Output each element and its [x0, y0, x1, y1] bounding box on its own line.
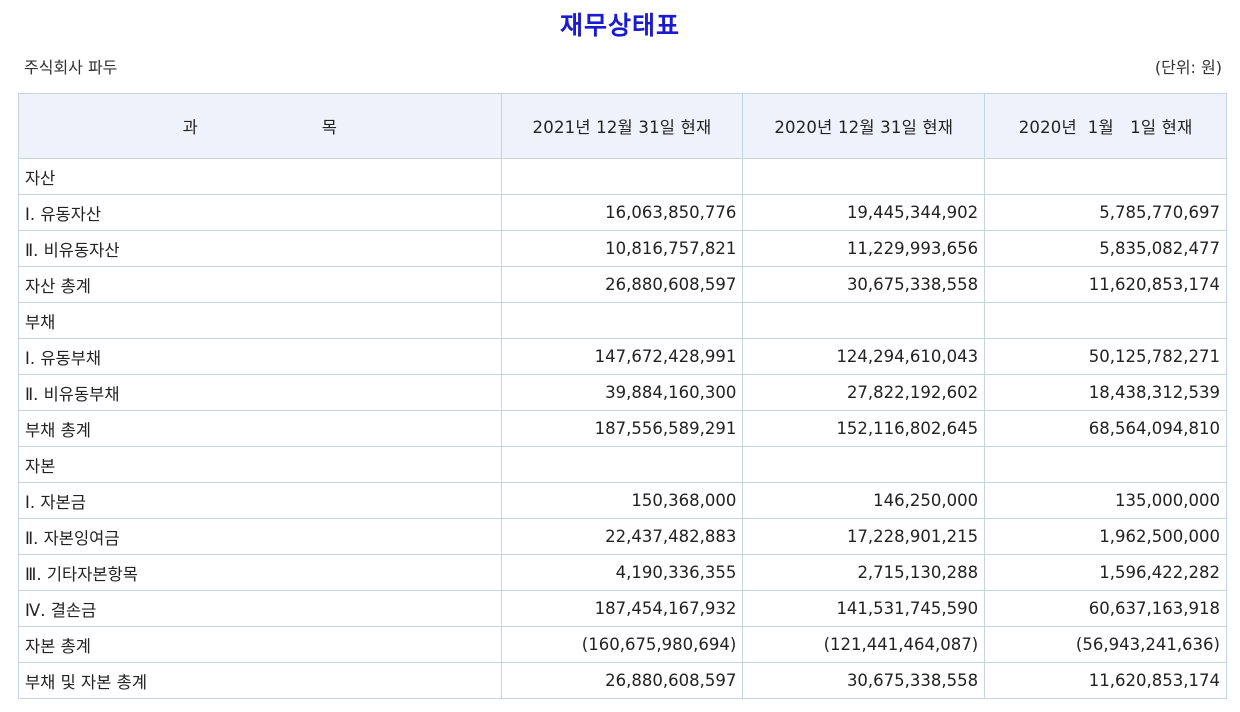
table-row: 자산 총계 26,880,608,597 30,675,338,558 11,6…: [18, 266, 1227, 303]
table-row: 부채: [18, 302, 1227, 339]
value-cell: 10,816,757,821: [500, 230, 744, 267]
value-cell: 30,675,338,558: [742, 266, 986, 303]
value-cell: [984, 446, 1227, 483]
value-cell: 18,438,312,539: [984, 374, 1227, 411]
value-cell: 22,437,482,883: [500, 518, 744, 555]
table-row: Ⅲ. 기타자본항목 4,190,336,355 2,715,130,288 1,…: [18, 554, 1227, 591]
value-cell: (160,675,980,694): [500, 626, 744, 663]
value-cell: 152,116,802,645: [742, 410, 986, 447]
row-label-current-liabilities: Ⅰ. 유동부채: [18, 338, 502, 375]
value-cell: 11,229,993,656: [742, 230, 986, 267]
row-label-total-liabilities-and-equity: 부채 및 자본 총계: [18, 662, 502, 699]
value-cell: [984, 158, 1227, 195]
value-cell: 146,250,000: [742, 482, 986, 519]
value-cell: [742, 302, 986, 339]
value-cell: 150,368,000: [500, 482, 744, 519]
value-cell: 187,556,589,291: [500, 410, 744, 447]
value-cell: 60,637,163,918: [984, 590, 1227, 627]
value-cell: 1,596,422,282: [984, 554, 1227, 591]
value-cell: 11,620,853,174: [984, 266, 1227, 303]
row-label-noncurrent-liabilities: Ⅱ. 비유동부채: [18, 374, 502, 411]
table-row: Ⅱ. 자본잉여금 22,437,482,883 17,228,901,215 1…: [18, 518, 1227, 555]
value-cell: 19,445,344,902: [742, 194, 986, 231]
row-label-other-capital: Ⅲ. 기타자본항목: [18, 554, 502, 591]
header-col-2021-12-31: 2021년 12월 31일 현재: [500, 93, 744, 159]
table-body: 자산 Ⅰ. 유동자산 16,063,850,776 19,445,344,902…: [18, 158, 1227, 699]
header-col-2020-01-01: 2020년 1월 1일 현재: [984, 93, 1227, 159]
header-subject-left: 과: [182, 118, 198, 137]
value-cell: [500, 302, 744, 339]
value-cell: 4,190,336,355: [500, 554, 744, 591]
table-row: 부채 및 자본 총계 26,880,608,597 30,675,338,558…: [18, 662, 1227, 699]
row-label-total-liabilities: 부채 총계: [18, 410, 502, 447]
table-row: Ⅱ. 비유동부채 39,884,160,300 27,822,192,602 1…: [18, 374, 1227, 411]
unit-label: (단위: 원): [1154, 58, 1222, 77]
value-cell: 124,294,610,043: [742, 338, 986, 375]
value-cell: 1,962,500,000: [984, 518, 1227, 555]
row-label-noncurrent-assets: Ⅱ. 비유동자산: [18, 230, 502, 267]
value-cell: [742, 446, 986, 483]
value-cell: 50,125,782,271: [984, 338, 1227, 375]
value-cell: 141,531,745,590: [742, 590, 986, 627]
value-cell: 5,835,082,477: [984, 230, 1227, 267]
value-cell: 135,000,000: [984, 482, 1227, 519]
value-cell: 2,715,130,288: [742, 554, 986, 591]
value-cell: 26,880,608,597: [500, 662, 744, 699]
value-cell: 147,672,428,991: [500, 338, 744, 375]
value-cell: 30,675,338,558: [742, 662, 986, 699]
section-label-liabilities: 부채: [18, 302, 502, 339]
table-row: 자본 총계 (160,675,980,694) (121,441,464,087…: [18, 626, 1227, 663]
row-label-total-equity: 자본 총계: [18, 626, 502, 663]
page-title: 재무상태표: [559, 11, 680, 40]
value-cell: 17,228,901,215: [742, 518, 986, 555]
value-cell: 16,063,850,776: [500, 194, 744, 231]
value-cell: 39,884,160,300: [500, 374, 744, 411]
row-label-accumulated-deficit: Ⅳ. 결손금: [18, 590, 502, 627]
value-cell: 68,564,094,810: [984, 410, 1227, 447]
value-cell: (121,441,464,087): [742, 626, 986, 663]
value-cell: 11,620,853,174: [984, 662, 1227, 699]
row-label-current-assets: Ⅰ. 유동자산: [18, 194, 502, 231]
value-cell: 5,785,770,697: [984, 194, 1227, 231]
section-label-assets: 자산: [18, 158, 502, 195]
value-cell: 26,880,608,597: [500, 266, 744, 303]
table-row: Ⅰ. 유동부채 147,672,428,991 124,294,610,043 …: [18, 338, 1227, 375]
company-name: 주식회사 파두: [24, 58, 118, 77]
value-cell: (56,943,241,636): [984, 626, 1227, 663]
row-label-total-assets: 자산 총계: [18, 266, 502, 303]
value-cell: 27,822,192,602: [742, 374, 986, 411]
value-cell: [742, 158, 986, 195]
value-cell: [500, 158, 744, 195]
header-col-2020-12-31: 2020년 12월 31일 현재: [742, 93, 986, 159]
value-cell: 187,454,167,932: [500, 590, 744, 627]
section-label-equity: 자본: [18, 446, 502, 483]
table-row: Ⅳ. 결손금 187,454,167,932 141,531,745,590 6…: [18, 590, 1227, 627]
header-subject-right: 목: [321, 118, 337, 137]
table-row: Ⅰ. 자본금 150,368,000 146,250,000 135,000,0…: [18, 482, 1227, 519]
value-cell: [984, 302, 1227, 339]
table-row: 부채 총계 187,556,589,291 152,116,802,645 68…: [18, 410, 1227, 447]
row-label-capital-stock: Ⅰ. 자본금: [18, 482, 502, 519]
row-label-capital-surplus: Ⅱ. 자본잉여금: [18, 518, 502, 555]
table-row: 자본: [18, 446, 1227, 483]
value-cell: [500, 446, 744, 483]
table-row: 자산: [18, 158, 1227, 195]
table-row: Ⅰ. 유동자산 16,063,850,776 19,445,344,902 5,…: [18, 194, 1227, 231]
table-row: Ⅱ. 비유동자산 10,816,757,821 11,229,993,656 5…: [18, 230, 1227, 267]
